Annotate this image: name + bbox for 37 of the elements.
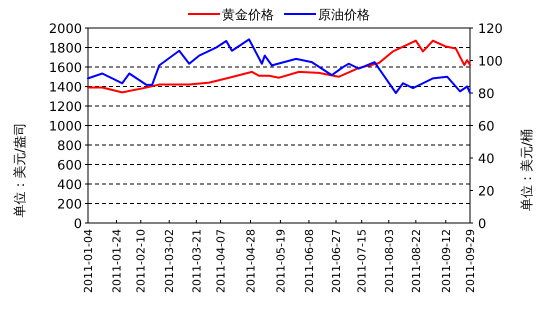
y-tick-label: 0 [74, 217, 82, 232]
x-tick-label: 2011-07-15 [356, 229, 369, 293]
x-tick-label: 2011-09-12 [440, 229, 453, 293]
x-tick-label: 2011-03-21 [190, 229, 204, 293]
y-tick-label: 1000 [48, 120, 82, 134]
x-tick-label: 2011-08-03 [382, 229, 396, 293]
y-tick-label: 200 [57, 198, 82, 212]
x-tick-label: 2011-05-19 [274, 229, 288, 293]
y2-tick-label: 60 [478, 120, 495, 134]
x-tick-label: 2011-01-04 [82, 229, 95, 293]
legend-label: 黄金价格 [222, 8, 274, 23]
y-tick-label: 1600 [48, 61, 82, 76]
y-tick-label: 400 [57, 178, 82, 193]
x-tick-label: 2011-01-24 [110, 229, 124, 293]
x-tick-label: 2011-02-10 [134, 229, 148, 293]
y2-tick-label: 120 [478, 22, 503, 37]
y2-tick-label: 40 [478, 152, 495, 167]
y-tick-label: 800 [57, 139, 82, 154]
legend-label: 原油价格 [318, 8, 370, 23]
y-tick-label: 1800 [48, 42, 82, 56]
y2-tick-label: 20 [478, 184, 495, 200]
x-tick-label: 2011-04-28 [244, 229, 258, 293]
y2-tick-label: 100 [478, 54, 503, 70]
y-axis-title: 单位：美元/盎司 [12, 122, 28, 218]
y-tick-label: 600 [57, 158, 82, 174]
y2-axis-title: 单位：美元/桶 [519, 128, 535, 212]
x-tick-label: 2011-08-22 [410, 229, 423, 293]
x-tick-label: 2011-03-02 [163, 229, 176, 293]
x-tick-label: 2011-06-27 [330, 229, 344, 293]
y-tick-label: 2000 [48, 22, 82, 37]
y-tick-label: 1400 [48, 80, 82, 96]
x-tick-label: 2011-06-08 [302, 229, 316, 293]
y2-tick-label: 80 [478, 87, 495, 102]
y2-tick-label: 0 [478, 217, 486, 232]
x-tick-label: 2011-04-07 [214, 229, 228, 293]
x-tick-label: 2011-09-29 [464, 229, 477, 293]
y-tick-label: 1200 [48, 100, 82, 115]
